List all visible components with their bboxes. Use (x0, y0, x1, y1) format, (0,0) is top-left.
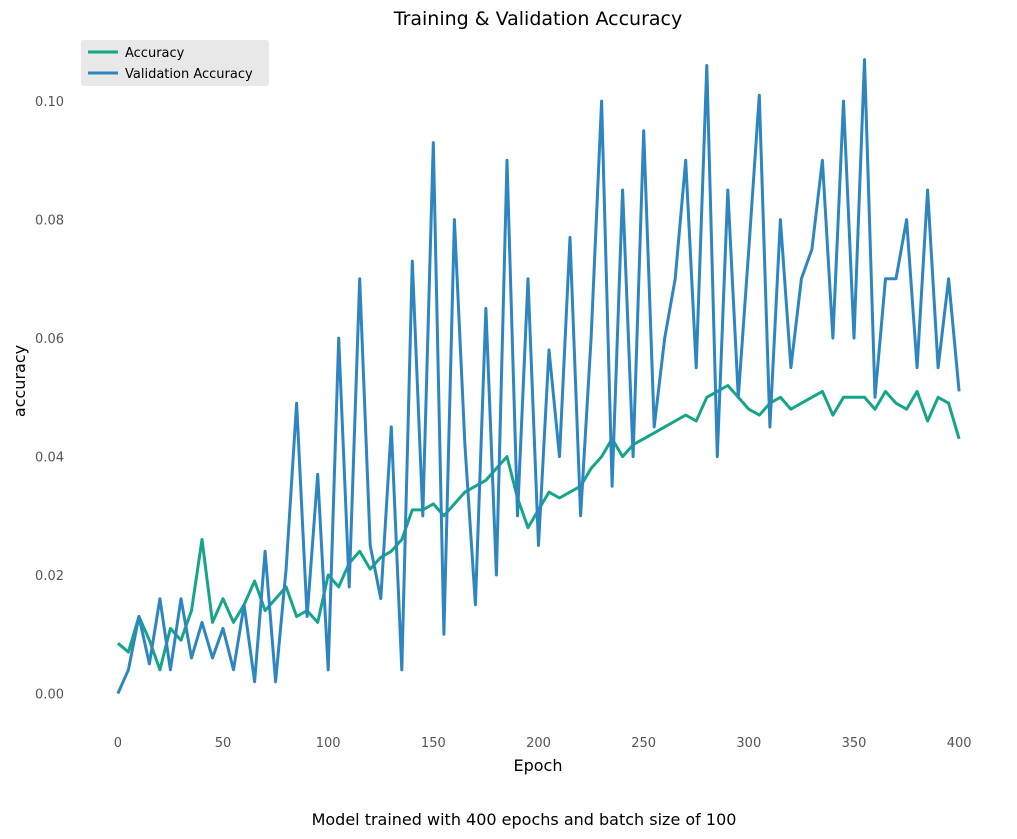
y-tick-label: 0.00 (35, 688, 64, 703)
series-lines (116, 58, 961, 695)
y-axis-ticks: 0.00 0.02 0.04 0.06 0.08 0.10 (35, 95, 64, 702)
y-tick-label: 0.08 (35, 214, 64, 229)
legend: Accuracy Validation Accuracy (81, 40, 269, 86)
x-tick-label: 200 (526, 736, 551, 751)
x-tick-label: 100 (316, 736, 341, 751)
legend-label-accuracy: Accuracy (125, 46, 185, 61)
y-axis-label: accuracy (10, 345, 29, 417)
chart-caption: Model trained with 400 epochs and batch … (312, 810, 737, 829)
x-tick-label: 0 (114, 736, 122, 751)
legend-label-validation-accuracy: Validation Accuracy (125, 67, 253, 82)
x-axis-label: Epoch (514, 756, 563, 775)
y-tick-label: 0.10 (35, 95, 64, 110)
y-tick-label: 0.04 (35, 451, 64, 466)
x-tick-label: 400 (947, 736, 972, 751)
y-tick-label: 0.02 (35, 569, 64, 584)
x-tick-label: 50 (215, 736, 232, 751)
chart-title: Training & Validation Accuracy (393, 8, 682, 30)
x-tick-label: 150 (421, 736, 446, 751)
x-tick-label: 300 (736, 736, 761, 751)
legend-box (81, 40, 269, 86)
x-axis-ticks: 0 50 100 150 200 250 300 350 400 (114, 736, 972, 751)
series-line-validation-accuracy (116, 58, 961, 695)
x-tick-label: 350 (842, 736, 867, 751)
y-tick-label: 0.06 (35, 332, 64, 347)
x-tick-label: 250 (631, 736, 656, 751)
